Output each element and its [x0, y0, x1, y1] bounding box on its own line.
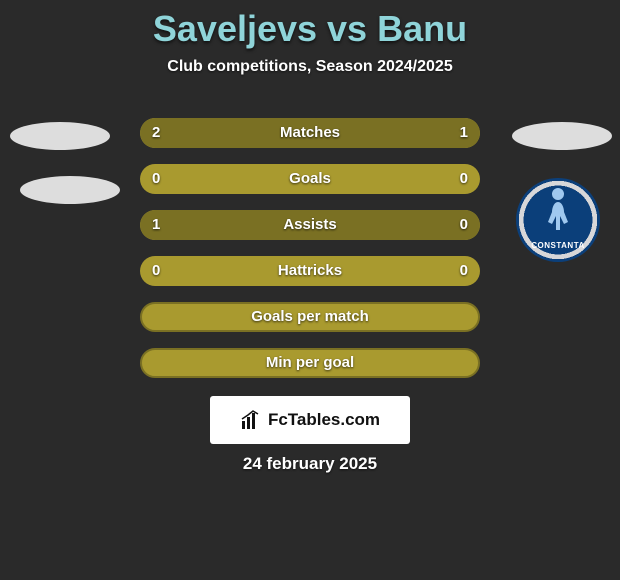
stat-row: Goals0 0 [140, 164, 480, 194]
club-badge: CONSTANTA [516, 178, 600, 262]
comparison-infographic: Saveljevs vs Banu Club competitions, Sea… [0, 0, 620, 580]
stat-label: Assists [140, 210, 480, 240]
stat-label: Goals [140, 164, 480, 194]
stat-row: Hattricks0 0 [140, 256, 480, 286]
stat-value-right: 0 [460, 164, 468, 194]
player-silhouette-icon [534, 186, 582, 234]
left-avatar-placeholder-1 [10, 122, 110, 150]
stat-value-left: 0 [152, 256, 160, 286]
stat-value-right: 0 [460, 210, 468, 240]
date-text: 24 february 2025 [0, 454, 620, 474]
stat-label: Min per goal [140, 348, 480, 378]
chart-icon [240, 409, 262, 431]
stat-label: Hattricks [140, 256, 480, 286]
stat-value-right: 1 [460, 118, 468, 148]
stat-row: Goals per match [140, 302, 480, 332]
stat-row: Assists1 0 [140, 210, 480, 240]
page-subtitle: Club competitions, Season 2024/2025 [0, 58, 620, 76]
stat-value-left: 0 [152, 164, 160, 194]
stat-label: Goals per match [140, 302, 480, 332]
stat-rows: Matches21Goals00Assists10Hattricks00Goal… [140, 118, 480, 394]
stat-value-left: 2 [152, 118, 160, 148]
left-avatar-placeholder-2 [20, 176, 120, 204]
page-title: Saveljevs vs Banu [0, 0, 620, 50]
stat-value-left: 1 [152, 210, 160, 240]
stat-value-right: 0 [460, 256, 468, 286]
brand-box: FcTables.com [210, 396, 410, 444]
stat-row: Min per goal [140, 348, 480, 378]
brand-text: FcTables.com [268, 410, 380, 430]
stat-label: Matches [140, 118, 480, 148]
right-avatar-placeholder [512, 122, 612, 150]
badge-text: CONSTANTA [516, 241, 600, 250]
stat-row: Matches2 1 [140, 118, 480, 148]
